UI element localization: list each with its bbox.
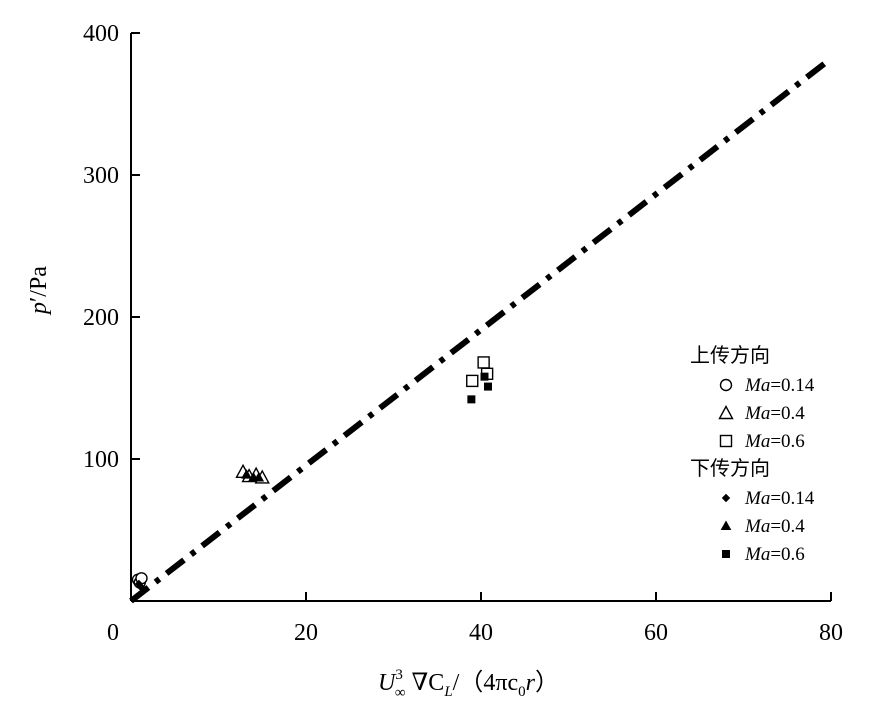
data-point-diamond-filled: [136, 582, 145, 592]
x-tick-label: 20: [294, 620, 318, 646]
x-tick-label: 60: [644, 620, 668, 646]
fit-line: [129, 56, 833, 604]
legend-entry-label: Ma=0.14: [744, 375, 815, 396]
axes: 100 200 300 400 0 20 40 60 80: [83, 21, 843, 646]
y-axis-title: p′/Pa: [26, 266, 52, 316]
data-point-triangle-filled: [253, 471, 265, 482]
data-point-square-filled: [480, 372, 489, 381]
legend-group-title: 下传方向: [690, 457, 770, 480]
legend-entry-label: Ma=0.6: [744, 544, 805, 565]
data-points: [131, 356, 494, 592]
data-point-triangle-filled: [241, 469, 252, 479]
legend-entry-label: Ma=0.14: [744, 488, 815, 509]
y-tick-label: 200: [83, 305, 119, 331]
legend-marker-diamond-filled: [721, 493, 731, 503]
legend: 上传方向 Ma=0.14 Ma=0.4 Ma=0.6 下传方向 Ma=0.14 Ma=0.4…: [690, 344, 815, 565]
x-tick-label: 40: [469, 620, 493, 646]
legend-marker-triangle-open: [718, 405, 734, 420]
legend-entry-label: Ma=0.6: [744, 431, 805, 452]
y-tick-label: 400: [83, 21, 119, 47]
data-point-square-open: [466, 374, 479, 388]
legend-entry-label: Ma=0.4: [744, 516, 805, 537]
x-tick-label: 80: [819, 620, 843, 646]
legend-entry-label: Ma=0.4: [744, 403, 805, 424]
y-tick-label: 100: [83, 447, 119, 473]
legend-marker-circle-open: [719, 378, 733, 392]
x-axis-title: U3 ∞ ∇CL/（4πc0r）: [378, 667, 559, 701]
y-tick-label: 300: [83, 163, 119, 189]
data-point-square-filled: [467, 395, 476, 404]
legend-group-title: 上传方向: [690, 344, 770, 367]
plot-area: [129, 56, 833, 604]
legend-marker-square-filled: [722, 550, 730, 558]
data-point-square-filled: [484, 382, 492, 391]
legend-marker-square-open: [719, 434, 733, 448]
legend-marker-triangle-filled: [720, 520, 732, 530]
data-point-square-open: [477, 356, 490, 369]
x-tick-label: 0: [107, 620, 119, 646]
